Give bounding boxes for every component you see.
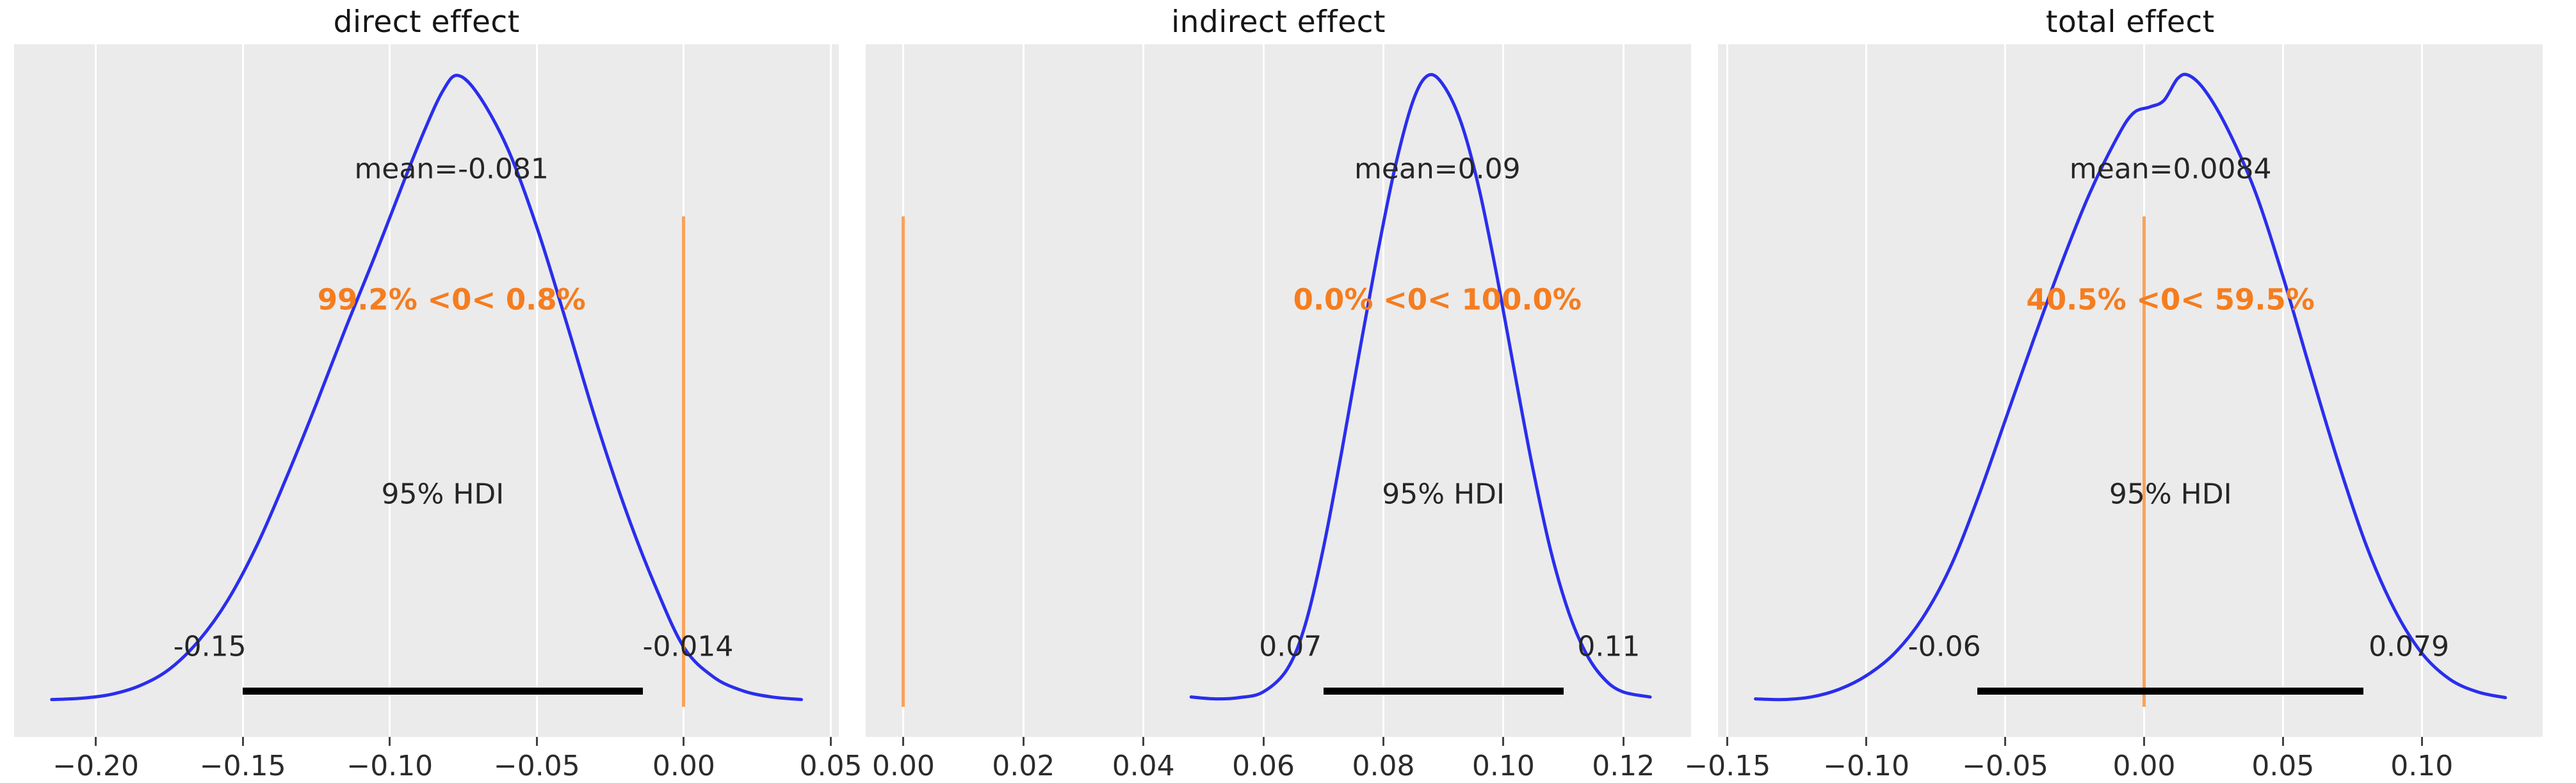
panel-total-effect: total effect mean=0.0084 40.5% <0< 59.5%… [1684,0,2543,783]
x-tick-mark [389,737,391,746]
hdi-title-label: 95% HDI [381,478,505,511]
x-tick-mark [2143,737,2145,746]
gridline [2420,44,2423,737]
hdi-lower-value: 0.07 [1259,630,1322,663]
x-tick-mark [1502,737,1505,746]
panel-direct-effect: direct effect mean=-0.081 99.2% <0< 0.8%… [14,0,862,783]
x-tick-mark [1622,737,1624,746]
x-tick-mark [683,737,685,746]
gridline [2004,44,2007,737]
x-tick-label: 0.10 [1471,750,1535,782]
hdi-upper-value: 0.11 [1577,630,1640,663]
density-curve [14,44,839,737]
x-tick-mark [1262,737,1265,746]
x-tick-label: 0.10 [2390,750,2454,782]
gridline [1022,44,1025,737]
hdi-lower-value: -0.06 [1908,630,1981,663]
x-tick-mark [2420,737,2423,746]
x-tick-mark [1726,737,1729,746]
x-tick-label: 0.00 [2112,750,2176,782]
gridline [95,44,97,737]
x-tick-mark [241,737,244,746]
density-curve [1718,44,2543,737]
x-tick-label: −0.20 [53,750,140,782]
hdi-bar [1323,688,1564,695]
density-curve [866,44,1690,737]
gridline [829,44,832,737]
panel-title: total effect [2046,4,2215,40]
x-tick-label: 0.12 [1592,750,1655,782]
panel-title: direct effect [333,4,520,40]
x-tick-label: −0.05 [493,750,580,782]
x-tick-mark [1865,737,1868,746]
gridline [1142,44,1145,737]
x-tick-label: −0.10 [346,750,433,782]
x-tick-label: 0.02 [992,750,1055,782]
gridline [389,44,391,737]
x-tick-label: −0.15 [199,750,286,782]
gridline [1726,44,1729,737]
x-tick-mark [95,737,97,746]
plot-area: mean=0.09 0.0% <0< 100.0% 95% HDI 0.07 0… [866,44,1691,737]
gridline [1865,44,1868,737]
x-tick-mark [2004,737,2007,746]
x-tick-label: 0.05 [2251,750,2315,782]
x-tick-mark [1022,737,1025,746]
x-tick-label: −0.10 [1823,750,1910,782]
x-tick-label: 0.06 [1232,750,1295,782]
gridline [1502,44,1505,737]
gridline [1622,44,1624,737]
x-tick-label: 0.05 [799,750,863,782]
hdi-title-label: 95% HDI [1382,478,1505,511]
x-tick-label: −0.15 [1684,750,1771,782]
reference-line [902,216,905,707]
hdi-lower-value: -0.15 [173,630,247,663]
x-tick-mark [1142,737,1145,746]
hdi-bar [1977,688,2364,695]
x-axis: −0.15 −0.10 −0.05 0.00 0.05 0.10 [1684,737,2543,783]
gridline [535,44,538,737]
x-axis: 0.00 0.02 0.04 0.06 0.08 0.10 0.12 [866,737,1690,783]
hdi-upper-value: 0.079 [2369,630,2450,663]
plot-area: mean=-0.081 99.2% <0< 0.8% 95% HDI -0.15… [14,44,839,737]
reference-line [2143,216,2146,707]
panel-title: indirect effect [1171,4,1386,40]
hdi-title-label: 95% HDI [2109,478,2232,511]
panel-indirect-effect: indirect effect mean=0.09 0.0% <0< 100.0… [866,0,1691,783]
mean-label: mean=0.09 [1354,152,1521,186]
x-tick-label: 0.08 [1352,750,1415,782]
x-tick-mark [902,737,905,746]
x-tick-label: −0.05 [1962,750,2049,782]
gridline [241,44,244,737]
gridline [2281,44,2284,737]
plot-area: mean=0.0084 40.5% <0< 59.5% 95% HDI -0.0… [1717,44,2543,737]
reference-line [682,216,686,707]
hdi-upper-value: -0.014 [642,630,734,663]
mean-label: mean=-0.081 [354,152,549,186]
gridline [1262,44,1265,737]
x-axis: −0.20 −0.15 −0.10 −0.05 0.00 0.05 [14,737,862,783]
x-tick-label: 0.04 [1112,750,1175,782]
probability-label: 40.5% <0< 59.5% [2026,282,2315,317]
hdi-bar [243,688,643,695]
x-tick-mark [829,737,832,746]
x-tick-label: 0.00 [871,750,935,782]
x-tick-mark [2281,737,2284,746]
gridline [1382,44,1384,737]
x-tick-mark [535,737,538,746]
x-tick-label: 0.00 [652,750,715,782]
probability-label: 0.0% <0< 100.0% [1293,282,1582,317]
probability-label: 99.2% <0< 0.8% [317,282,586,317]
mean-label: mean=0.0084 [2069,152,2272,186]
x-tick-mark [1382,737,1384,746]
